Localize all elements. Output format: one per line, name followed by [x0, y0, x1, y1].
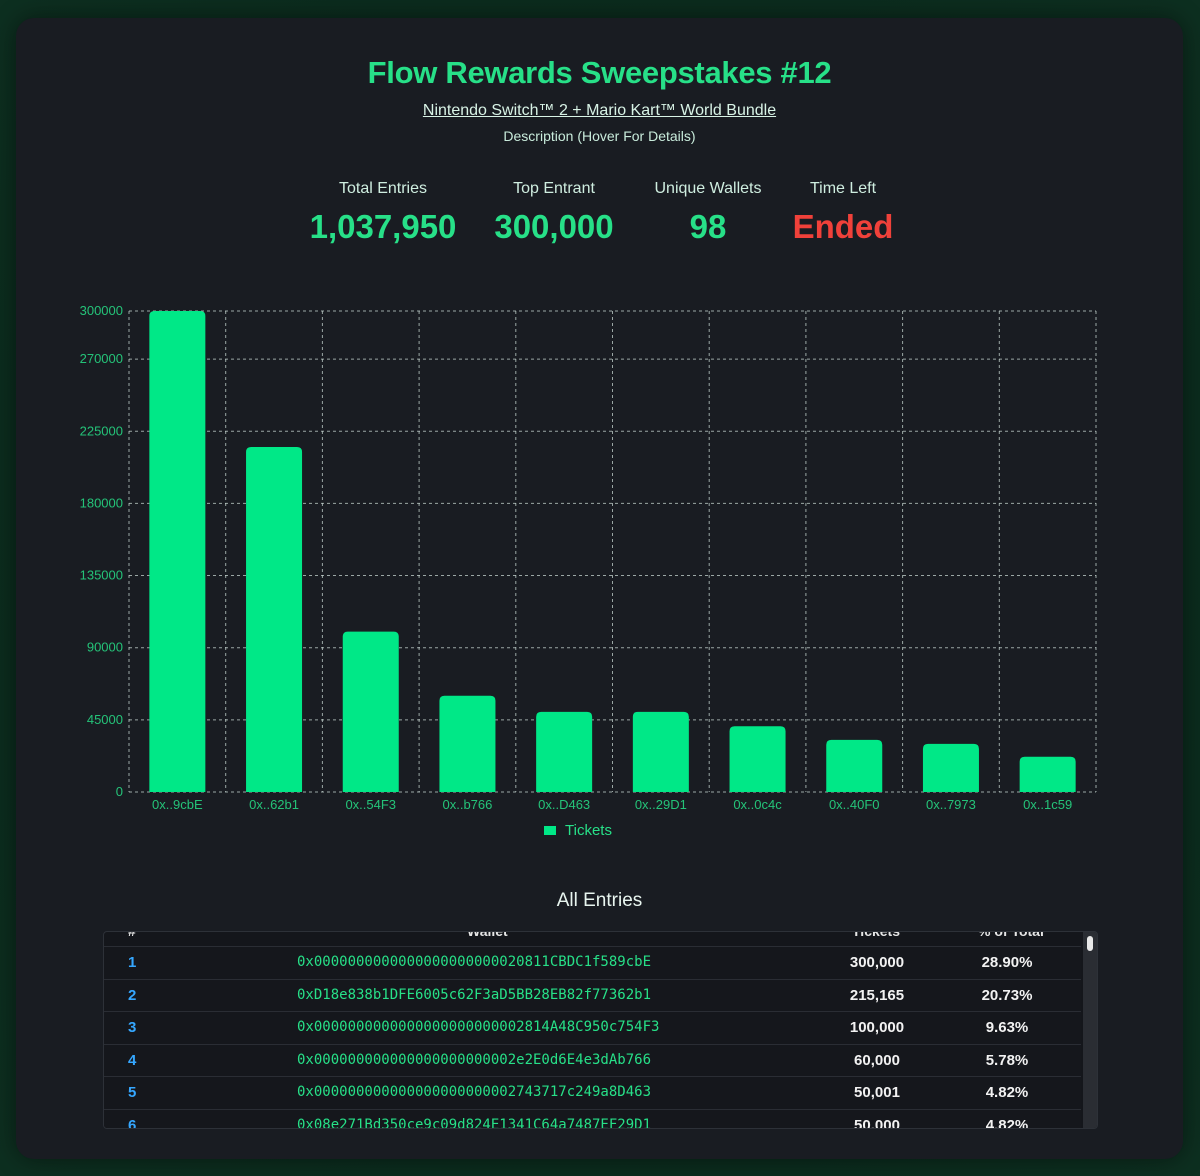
x-tick-label: 0x..D463	[538, 797, 590, 812]
y-tick-label: 135000	[80, 568, 123, 583]
bar-0x..9cbE	[149, 311, 206, 792]
y-tick-label: 0	[116, 784, 123, 799]
col-pct: % of Total	[978, 931, 1044, 939]
tickets-cell: 50,000	[854, 1117, 900, 1129]
stat-unique-wallets: Unique Wallets 98	[644, 180, 772, 246]
sweepstakes-card: Flow Rewards Sweepstakes #12 Nintendo Sw…	[16, 18, 1183, 1159]
tickets-bar-chart: 0 45000 90000 135000 180000 225000 270000 30000…	[80, 303, 1097, 812]
tickets-cell: 100,000	[849, 1019, 905, 1037]
table-header: # Wallet Tickets % of Total	[104, 931, 1081, 945]
percent-cell: 4.82%	[985, 1084, 1029, 1102]
legend-swatch	[544, 826, 556, 835]
chart-legend[interactable]: Tickets	[544, 822, 612, 839]
table-row[interactable]: 2 0xD18e838b1DFE6005c62F3aD5BB28EB82f7736…	[104, 978, 1081, 1012]
col-tickets: Tickets	[852, 931, 900, 939]
bar-0x..40F0	[826, 739, 883, 792]
scroll-thumb[interactable]	[1087, 936, 1093, 951]
percent-cell: 5.78%	[985, 1051, 1029, 1069]
y-tick-label: 270000	[80, 351, 123, 366]
x-tick-label: 0x..54F3	[345, 797, 396, 812]
table-row[interactable]: 5 0x000000000000000000000002743717c249a8D…	[104, 1076, 1081, 1110]
table-row[interactable]: 6 0x08e271Bd350ce9c09d824E1341C64a7487EF2…	[104, 1109, 1081, 1129]
rank-cell: 5	[128, 1084, 137, 1102]
y-tick-label: 90000	[87, 640, 123, 655]
stat-value-ended: Ended	[792, 208, 894, 245]
stat-time-left: Time Left Ended	[788, 180, 898, 246]
x-tick-label: 0x..0c4c	[733, 797, 782, 812]
y-tick-label: 225000	[80, 423, 123, 438]
entries-title: All Entries	[556, 890, 643, 911]
table-row[interactable]: 4 0x000000000000000000000002e2E0d6E4e3dAb…	[104, 1043, 1081, 1077]
stat-top-entrant: Top Entrant 300,000	[482, 180, 626, 246]
wallet-cell: 0x0000000000000000000000002814A48C950c75…	[297, 1019, 660, 1036]
wallet-cell: 0x08e271Bd350ce9c09d824E1341C64a7487EF29…	[297, 1117, 652, 1129]
stat-label: Top Entrant	[513, 180, 595, 197]
percent-cell: 9.63%	[985, 1019, 1029, 1037]
x-tick-label: 0x..1c59	[1023, 797, 1072, 812]
stat-value: 98	[689, 208, 727, 245]
rank-cell: 6	[128, 1117, 137, 1129]
bar-0x..54F3	[342, 631, 399, 792]
stat-value: 1,037,950	[309, 208, 457, 245]
table-row[interactable]: 1 0x0000000000000000000000020811CBDC1f589…	[104, 946, 1081, 979]
bar-0x..62b1	[246, 447, 303, 792]
stat-label: Total Entries	[338, 180, 428, 197]
percent-cell: 28.90%	[981, 954, 1033, 971]
x-tick-label: 0x..62b1	[249, 797, 299, 812]
percent-cell: 4.82%	[985, 1117, 1029, 1129]
rank-cell: 2	[128, 986, 137, 1004]
tickets-cell: 215,165	[849, 986, 905, 1004]
stat-label: Time Left	[809, 180, 877, 197]
wallet-cell: 0x000000000000000000000002e2E0d6E4e3dAb7…	[297, 1051, 652, 1068]
stat-total-entries: Total Entries 1,037,950	[301, 180, 465, 246]
y-tick-label: 45000	[87, 712, 123, 727]
x-tick-label: 0x..9cbE	[152, 797, 203, 812]
tickets-cell: 300,000	[849, 954, 905, 971]
description-hover[interactable]: Description (Hover For Details)	[503, 128, 696, 144]
col-rank: #	[128, 931, 136, 939]
bar-0x..7973	[922, 743, 979, 792]
rank-cell: 4	[128, 1051, 137, 1069]
tickets-cell: 60,000	[854, 1051, 900, 1069]
x-tick-label: 0x..b766	[443, 797, 493, 812]
legend-label: Tickets	[565, 822, 612, 839]
bar-0x..29D1	[632, 711, 689, 792]
table-row[interactable]: 3 0x0000000000000000000000002814A48C950c7…	[104, 1011, 1081, 1045]
entries-table[interactable]: # Wallet Tickets % of Total 1 0x000000000…	[103, 931, 1098, 1129]
bar-0x..D463	[536, 711, 593, 792]
x-tick-label: 0x..7973	[926, 797, 976, 812]
bar-0x..0c4c	[729, 726, 786, 792]
page-title: Flow Rewards Sweepstakes #12	[367, 55, 832, 90]
rank-cell: 1	[128, 954, 137, 971]
wallet-cell: 0x0000000000000000000000020811CBDC1f589c…	[297, 954, 652, 970]
stat-label: Unique Wallets	[654, 180, 762, 197]
y-tick-label: 300000	[80, 303, 123, 318]
rank-cell: 3	[128, 1019, 137, 1037]
percent-cell: 20.73%	[981, 986, 1033, 1004]
table-scrollbar[interactable]	[1083, 932, 1097, 1128]
wallet-cell: 0x000000000000000000000002743717c249a8D4…	[297, 1084, 652, 1101]
stat-value: 300,000	[494, 208, 614, 245]
y-tick-label: 180000	[80, 495, 123, 510]
bar-0x..b766	[439, 695, 496, 792]
wallet-cell: 0xD18e838b1DFE6005c62F3aD5BB28EB82f77362…	[297, 986, 652, 1003]
bar-0x..1c59	[1019, 756, 1076, 792]
prize-link[interactable]: Nintendo Switch™ 2 + Mario Kart™ World B…	[422, 102, 777, 119]
x-tick-label: 0x..40F0	[829, 797, 880, 812]
tickets-cell: 50,001	[854, 1084, 900, 1102]
x-tick-label: 0x..29D1	[635, 797, 687, 812]
col-wallet: Wallet	[467, 931, 508, 939]
